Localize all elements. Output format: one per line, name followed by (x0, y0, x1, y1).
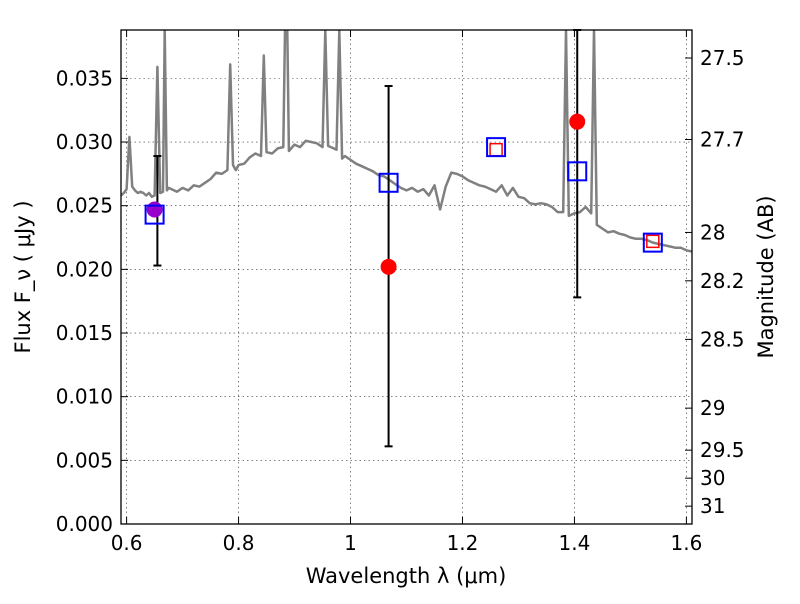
mag-tick-label: 28 (700, 220, 725, 244)
data-point-circle (380, 258, 397, 275)
y-tick-label: 0.015 (56, 321, 113, 345)
plot-background (121, 30, 692, 524)
mag-tick-label: 28.2 (700, 269, 745, 293)
x-tick-label: 1.4 (559, 531, 591, 555)
spectrum-line (121, 30, 692, 253)
model-square-blue (567, 161, 588, 182)
model-square-blue (486, 137, 507, 158)
tick-layer: 0.6 0.8 1 1.2 1.4 1.6 0.000 0.005 0.010 0.015 0.02… (56, 30, 745, 555)
mag-tick-label: 28.5 (700, 327, 745, 351)
errorbar-layer (144, 29, 663, 448)
y-tick-label: 0.005 (56, 448, 113, 472)
mag-tick-label: 29 (700, 396, 725, 420)
y-tick-label: 0.025 (56, 194, 113, 218)
y-tick-label: 0.010 (56, 385, 113, 409)
mag-tick-label: 31 (700, 494, 725, 518)
data-layer (121, 30, 692, 253)
model-square-red (646, 234, 660, 249)
data-point-circle (569, 113, 586, 130)
x-axis-title: Wavelength λ (μm) (306, 564, 507, 588)
y-tick-label: 0.035 (56, 66, 113, 90)
x-tick-label: 1 (344, 531, 357, 555)
right-axis-title: Magnitude (AB) (754, 195, 778, 358)
y-tick-label: 0.030 (56, 130, 113, 154)
y-tick-label: 0.000 (56, 512, 113, 536)
model-square-blue (378, 172, 399, 193)
x-tick-label: 1.6 (670, 531, 702, 555)
model-square-blue (642, 232, 663, 253)
model-square-blue (144, 204, 165, 225)
mag-tick-label: 27.7 (700, 127, 745, 151)
plot-frame (120, 29, 693, 525)
mag-tick-label: 27.5 (700, 46, 745, 70)
x-tick-label: 1.2 (447, 531, 479, 555)
y-tick-label: 0.020 (56, 257, 113, 281)
x-tick-label: 0.8 (223, 531, 255, 555)
data-point-circle (146, 201, 163, 218)
mag-tick-label: 29.5 (700, 438, 745, 462)
mag-tick-label: 30 (700, 466, 725, 490)
y-axis-title: Flux F_ν ( μJy ) (11, 200, 36, 353)
x-tick-label: 0.6 (111, 531, 143, 555)
